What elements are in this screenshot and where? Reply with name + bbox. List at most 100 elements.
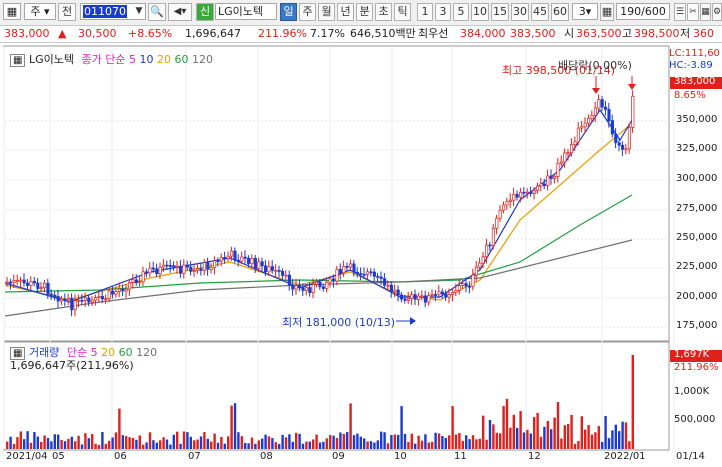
volume-tag-bg: [670, 350, 722, 362]
candle-body: [600, 99, 604, 108]
count-input[interactable]: 190/600: [616, 3, 670, 20]
candle-body: [277, 269, 281, 272]
chevron-down-icon[interactable]: ▼: [135, 6, 143, 16]
volume-bar: [84, 433, 87, 449]
candle-body: [39, 287, 43, 289]
candle-body: [583, 122, 587, 128]
candle-body: [512, 193, 516, 201]
x-axis-label: 07: [188, 451, 201, 462]
volume-bar: [461, 440, 464, 449]
candle-body: [287, 274, 291, 286]
volume-bar: [329, 435, 332, 449]
code-value: 011070: [83, 5, 127, 18]
candle-body: [185, 264, 189, 268]
minute-45-button[interactable]: 45: [531, 3, 549, 21]
new-badge[interactable]: 신: [196, 3, 214, 21]
minute-60-button[interactable]: 60: [551, 3, 569, 21]
candle-body: [471, 274, 475, 287]
volume-bar: [125, 436, 128, 449]
minute-1-button[interactable]: 1: [417, 3, 433, 21]
candle-body: [593, 107, 597, 116]
candle-body: [304, 287, 308, 291]
candle-body: [46, 282, 50, 295]
custom-minute-select[interactable]: 3▾: [572, 3, 598, 20]
low-arrow-head: [410, 317, 416, 325]
prev-button[interactable]: 전: [58, 3, 76, 21]
search-icon[interactable]: 🔍: [148, 3, 166, 21]
interval-day-button[interactable]: 일: [280, 3, 297, 21]
candle-body: [525, 191, 529, 194]
volume-bar: [495, 432, 498, 449]
interval-month-button[interactable]: 월: [318, 3, 335, 21]
scissors-icon[interactable]: ✂: [687, 3, 699, 21]
candle-body: [134, 279, 138, 284]
volume-bar: [152, 440, 155, 449]
volume-ma120: 120: [136, 346, 158, 359]
minute-15-button[interactable]: 15: [491, 3, 509, 21]
volume-bar: [550, 429, 553, 449]
volume-legend-box-icon[interactable]: ▦: [10, 347, 26, 360]
interval-year-button[interactable]: 년: [337, 3, 354, 21]
minute-30-button[interactable]: 30: [511, 3, 529, 21]
candle-body: [83, 297, 87, 301]
minute-10-button[interactable]: 10: [471, 3, 489, 21]
legend-ma-label: 종가 단순: [81, 53, 126, 66]
volume-bar: [74, 441, 77, 449]
volume-bar: [427, 442, 430, 449]
candle-body: [502, 204, 506, 211]
interval-minute-button[interactable]: 분: [356, 3, 373, 21]
candle-body: [192, 270, 196, 272]
candle-body: [573, 141, 577, 145]
speaker-icon[interactable]: ◀▾: [168, 3, 192, 21]
volume-bar: [315, 434, 318, 449]
minute-5-button[interactable]: 5: [453, 3, 469, 21]
candle-body: [141, 271, 145, 283]
volume-bar: [471, 435, 475, 449]
x-axis-label: 11: [454, 451, 467, 462]
candle-body: [495, 217, 499, 229]
candle-body: [172, 265, 176, 268]
hc-label: HC:-3.89: [669, 60, 713, 71]
quote-amount: 646,510백만: [350, 27, 416, 40]
stack-icon[interactable]: ☰: [674, 3, 686, 21]
candle-body: [624, 148, 628, 151]
interval-week-button[interactable]: 주: [299, 3, 316, 21]
candle-body: [396, 289, 400, 296]
legend-ma20: 20: [156, 53, 171, 66]
grid-menu-icon[interactable]: ▦: [3, 3, 21, 20]
volume-bar: [618, 431, 621, 449]
legend-box-icon[interactable]: ▦: [10, 54, 26, 67]
expand-icon[interactable]: ▦: [600, 3, 614, 21]
candle-body: [474, 266, 478, 276]
volume-bar: [414, 443, 417, 449]
volume-bar: [611, 430, 614, 449]
minute-3-button[interactable]: 3: [435, 3, 451, 21]
grid-icon[interactable]: ▦: [700, 3, 711, 21]
volume-bar: [77, 435, 80, 449]
candle-body: [196, 268, 200, 271]
code-input[interactable]: 011070: [80, 3, 146, 20]
volume-bar: [628, 441, 631, 449]
candle-body: [488, 244, 492, 247]
volume-bar: [80, 444, 84, 449]
interval-second-button[interactable]: 초: [375, 3, 392, 21]
volume-bar: [397, 434, 400, 449]
volume-bar: [87, 438, 90, 449]
quote-high: 398,500: [634, 27, 680, 40]
x-axis-label: 09: [332, 451, 345, 462]
candle-body: [631, 95, 635, 128]
quote-priority-label: 최우선: [418, 27, 449, 40]
volume-bar: [29, 442, 33, 449]
period-select[interactable]: 주 ▾: [24, 3, 56, 20]
volume-bar: [274, 442, 277, 449]
quote-change-arrow: ▲: [58, 27, 67, 40]
candle-body: [253, 258, 257, 269]
candle-body: [444, 293, 448, 298]
candle-body: [240, 256, 244, 262]
candle-body: [610, 120, 614, 135]
candlesticks: [5, 90, 635, 317]
interval-tick-button[interactable]: 틱: [394, 3, 411, 21]
candle-body: [529, 191, 533, 194]
stock-name-field[interactable]: LG이노텍: [215, 3, 277, 20]
